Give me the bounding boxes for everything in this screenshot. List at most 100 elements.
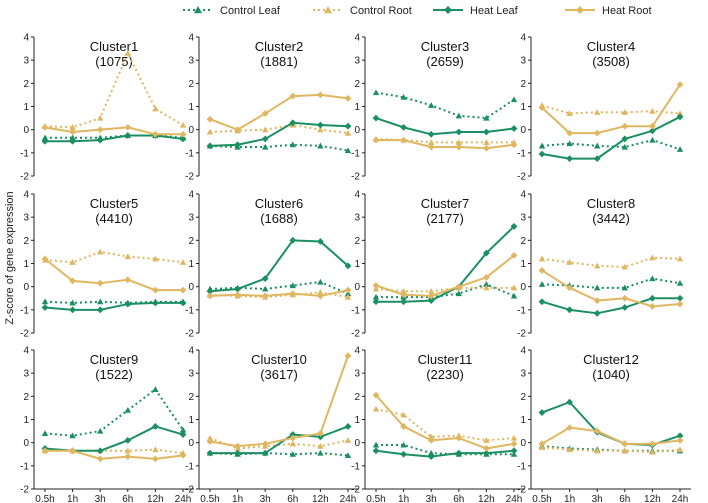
legend-item-control-leaf: Control Leaf (183, 5, 281, 17)
data-point (262, 126, 269, 133)
data-point (676, 146, 684, 152)
series-heat-leaf (372, 223, 518, 306)
data-point (427, 143, 435, 151)
series-heat-leaf (538, 113, 684, 163)
x-tick-label: 24h (175, 494, 192, 503)
data-point (649, 294, 656, 302)
data-point (510, 284, 518, 291)
series-line (375, 449, 515, 458)
x-tick-label: 6h (287, 494, 298, 503)
series-line (376, 139, 515, 150)
y-tick-label: -2 (185, 172, 194, 183)
data-point (372, 441, 380, 448)
data-point (566, 110, 573, 117)
data-point (649, 448, 656, 455)
series-control-leaf (41, 386, 187, 439)
data-point (372, 447, 380, 455)
data-point (317, 142, 324, 149)
panel-count: (4410) (95, 211, 133, 226)
y-tick-label: 2 (188, 236, 194, 247)
data-point (152, 423, 159, 430)
y-tick-label: 1 (188, 415, 194, 426)
y-tick-label: 3 (188, 213, 194, 224)
series-line (209, 281, 349, 295)
legend-label: Control Root (350, 5, 412, 17)
data-point (96, 306, 104, 314)
series-line (44, 52, 184, 129)
y-tick-label: 0 (520, 438, 526, 449)
data-point (262, 143, 269, 150)
y-tick-label: 2 (520, 236, 526, 247)
data-point (69, 299, 76, 306)
y-tick-label: 3 (354, 56, 360, 67)
data-point (649, 440, 656, 448)
series-line (44, 250, 184, 264)
y-tick-label: 0 (520, 125, 526, 136)
series-heat-leaf (41, 423, 187, 455)
data-point (289, 290, 297, 298)
data-point (96, 279, 104, 287)
data-point (593, 129, 601, 137)
x-tick-label: 24h (506, 494, 523, 503)
x-tick-label: 3h (592, 494, 603, 503)
panel-count: (3508) (592, 54, 630, 69)
y-tick-label: 4 (188, 346, 194, 357)
y-tick-label: -1 (351, 148, 360, 159)
series-heat-leaf (538, 398, 684, 449)
y-tick-label: 3 (520, 369, 526, 380)
series-line (210, 425, 349, 455)
y-tick-label: 2 (23, 392, 29, 403)
data-point (152, 299, 159, 307)
data-point (510, 434, 518, 441)
data-point (676, 279, 684, 286)
y-tick-label: -2 (351, 329, 360, 340)
y-tick-label: -1 (517, 305, 526, 316)
data-point (455, 283, 463, 291)
panel-count: (2177) (426, 211, 464, 226)
y-tick-label: -2 (20, 172, 29, 183)
data-point (206, 128, 214, 135)
y-tick-label: 1 (354, 259, 360, 270)
series-line (375, 286, 514, 293)
data-point (317, 289, 324, 296)
panel-title: Cluster6 (255, 196, 303, 211)
data-point (428, 288, 435, 294)
series-heat-leaf (206, 423, 352, 457)
data-point (344, 293, 352, 300)
y-tick-label: 4 (520, 33, 526, 44)
y-tick-label: -1 (185, 148, 194, 159)
data-point (483, 139, 490, 145)
data-point (344, 262, 352, 270)
data-point (344, 437, 352, 443)
series-heat-leaf (41, 299, 187, 314)
data-point (510, 141, 518, 149)
data-point (621, 143, 628, 150)
series-heat-root (41, 447, 187, 463)
data-point (538, 142, 546, 149)
y-tick-label: 1 (188, 102, 194, 113)
data-point (97, 114, 104, 121)
data-point (41, 255, 49, 263)
data-point (372, 89, 380, 96)
x-tick-label: 0.5h (200, 494, 219, 503)
data-point (152, 130, 159, 138)
panel-cluster3: -2 -1 0 1 2 3 4 Cluster3(2659) (351, 33, 518, 183)
data-point (649, 136, 656, 143)
data-point (344, 147, 352, 154)
data-point (621, 135, 629, 143)
data-point (649, 302, 656, 310)
data-point (400, 123, 407, 131)
data-point (289, 440, 296, 447)
data-point (69, 277, 76, 285)
legend-marker-triangle (324, 6, 332, 14)
data-point (676, 255, 684, 262)
data-point (372, 114, 380, 122)
y-tick-label: -1 (517, 461, 526, 472)
y-tick-label: -1 (20, 148, 29, 159)
data-point (179, 431, 187, 438)
data-point (455, 139, 462, 145)
data-point (455, 290, 462, 297)
data-point (455, 143, 463, 151)
data-point (206, 438, 214, 445)
